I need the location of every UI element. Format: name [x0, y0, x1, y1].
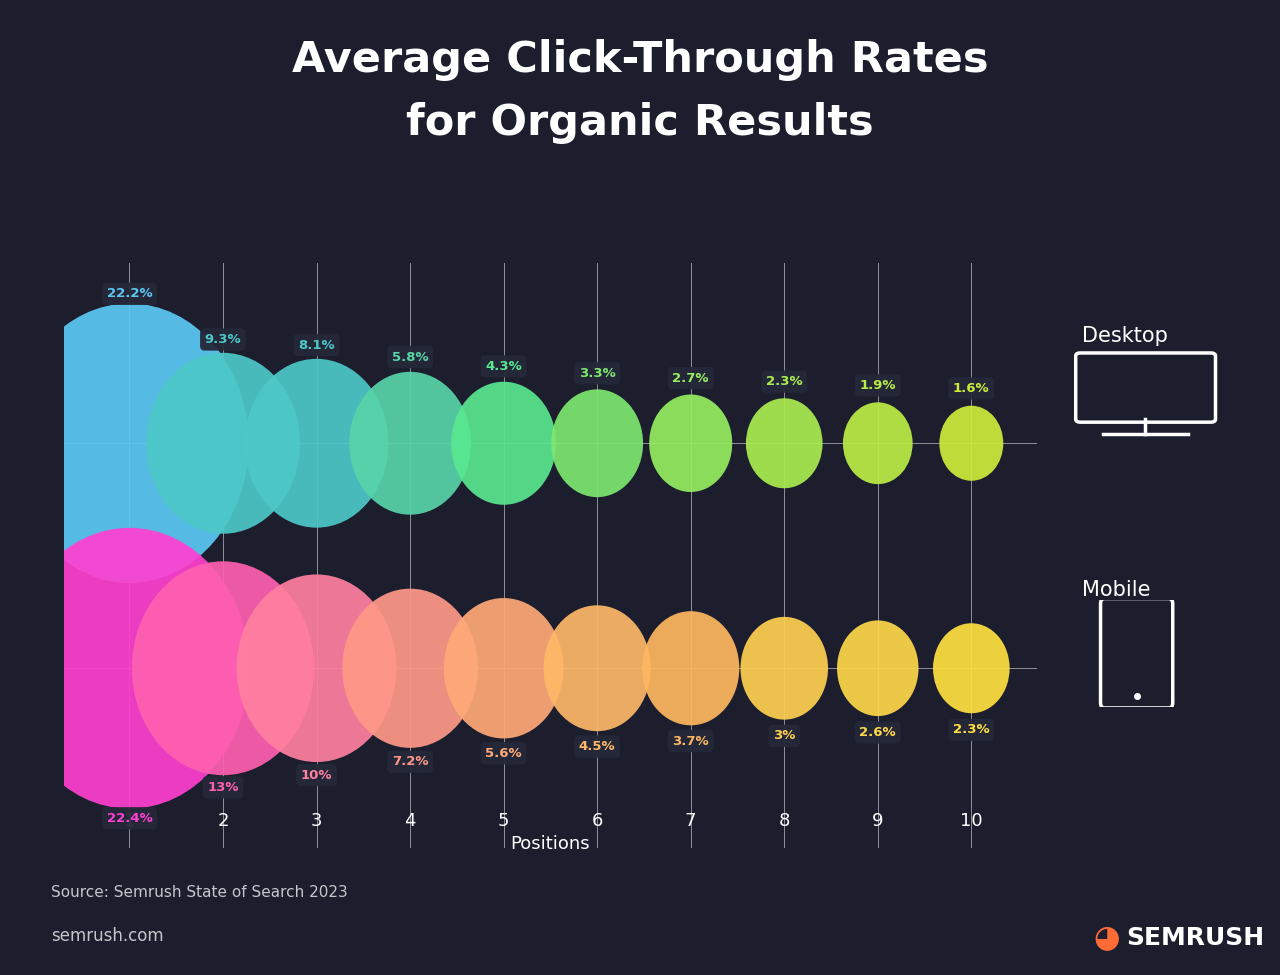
Ellipse shape	[837, 620, 919, 716]
Text: 13%: 13%	[207, 781, 239, 794]
Text: Source: Semrush State of Search 2023: Source: Semrush State of Search 2023	[51, 884, 348, 900]
Ellipse shape	[444, 598, 563, 738]
Text: Positions: Positions	[511, 835, 590, 853]
Ellipse shape	[649, 395, 732, 492]
Text: 2.6%: 2.6%	[859, 726, 896, 739]
Text: 1.9%: 1.9%	[860, 379, 896, 392]
Text: 9.3%: 9.3%	[205, 333, 242, 346]
Ellipse shape	[740, 617, 828, 720]
Text: 2.3%: 2.3%	[954, 723, 989, 736]
Ellipse shape	[643, 611, 740, 725]
Text: 10%: 10%	[301, 768, 333, 782]
Ellipse shape	[10, 303, 248, 583]
Text: 3%: 3%	[773, 729, 795, 742]
Ellipse shape	[237, 574, 397, 762]
Text: 22.4%: 22.4%	[106, 812, 152, 825]
Text: Average Click-Through Rates: Average Click-Through Rates	[292, 39, 988, 81]
Text: 2.7%: 2.7%	[672, 371, 709, 384]
Text: 5.8%: 5.8%	[392, 351, 429, 364]
Text: 4.5%: 4.5%	[579, 740, 616, 753]
Ellipse shape	[10, 527, 250, 808]
Text: for Organic Results: for Organic Results	[406, 102, 874, 144]
Text: Desktop: Desktop	[1082, 327, 1167, 346]
Text: 3.7%: 3.7%	[672, 734, 709, 748]
Text: 1: 1	[124, 812, 136, 831]
Text: ◕: ◕	[1093, 923, 1120, 953]
Ellipse shape	[146, 353, 300, 533]
Ellipse shape	[552, 389, 643, 497]
Ellipse shape	[132, 562, 314, 775]
Text: 3: 3	[311, 812, 323, 831]
Ellipse shape	[746, 398, 823, 488]
Text: SEMRUSH: SEMRUSH	[1126, 926, 1265, 950]
Text: 2.3%: 2.3%	[765, 375, 803, 388]
Text: 1.6%: 1.6%	[954, 382, 989, 395]
Ellipse shape	[544, 605, 650, 731]
Ellipse shape	[452, 382, 556, 505]
Text: 10: 10	[960, 812, 983, 831]
Text: 8: 8	[778, 812, 790, 831]
Text: 3.3%: 3.3%	[579, 367, 616, 380]
Text: 22.2%: 22.2%	[106, 288, 152, 300]
Text: 7.2%: 7.2%	[392, 756, 429, 768]
Ellipse shape	[940, 406, 1004, 481]
Text: 9: 9	[872, 812, 883, 831]
Text: Mobile: Mobile	[1082, 580, 1151, 600]
Text: semrush.com: semrush.com	[51, 927, 164, 945]
Ellipse shape	[844, 403, 913, 485]
Ellipse shape	[933, 623, 1010, 714]
Text: 5.6%: 5.6%	[485, 747, 522, 760]
Ellipse shape	[342, 589, 477, 748]
Text: 8.1%: 8.1%	[298, 338, 335, 352]
Text: 2: 2	[218, 812, 229, 831]
Text: 5: 5	[498, 812, 509, 831]
Ellipse shape	[244, 359, 388, 527]
Text: 7: 7	[685, 812, 696, 831]
Text: 6: 6	[591, 812, 603, 831]
Ellipse shape	[349, 371, 471, 515]
Text: 4.3%: 4.3%	[485, 360, 522, 372]
Text: 4: 4	[404, 812, 416, 831]
